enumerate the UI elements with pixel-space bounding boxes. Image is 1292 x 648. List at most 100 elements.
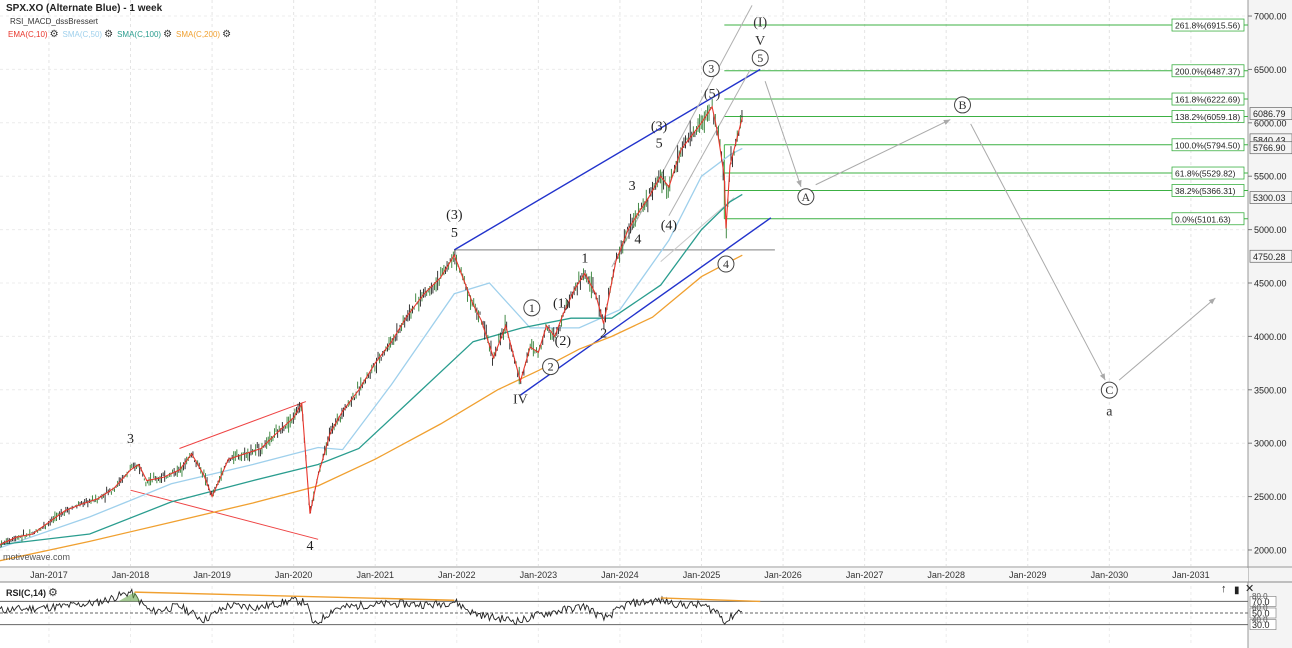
gear-icon[interactable]: ⚙ <box>104 29 114 40</box>
indicator-legend-4: SMA(C,200) <box>176 30 221 39</box>
fib-level-label: 0.0%(5101.63) <box>1175 214 1231 224</box>
ma-line-2 <box>0 147 743 549</box>
time-tick-label: Jan-2023 <box>520 570 558 580</box>
wave-label: (I) <box>753 16 767 31</box>
indicator-legend-1: EMA(C,10) <box>8 30 48 39</box>
fib-level-label: 61.8%(5529.82) <box>1175 169 1236 179</box>
rsi-tick-label: 40.0 <box>1252 615 1268 624</box>
chart-title: SPX.XO (Alternate Blue) - 1 week <box>6 3 163 14</box>
projection-arrow-a-head <box>796 179 802 187</box>
upper-channel-line <box>453 68 761 251</box>
wave-label: (2) <box>555 334 572 349</box>
price-marker-box <box>1249 107 1292 120</box>
gear-icon[interactable]: ⚙ <box>222 29 232 40</box>
wave-label: 1 <box>581 252 588 267</box>
wave-label: 4 <box>634 232 641 247</box>
price-marker-box <box>1249 141 1292 155</box>
time-tick-label: Jan-2026 <box>764 570 802 580</box>
rsi-settings-icon[interactable]: ⚙ <box>48 587 58 599</box>
time-tick-label: Jan-2031 <box>1172 570 1210 580</box>
projection-arrow-up <box>1118 297 1216 381</box>
indicator-legend-3: SMA(C,100) <box>117 30 162 39</box>
move-up-icon[interactable]: ↑ <box>1221 583 1227 595</box>
time-tick-label: Jan-2030 <box>1091 570 1129 580</box>
price-tick-label: 4000.00 <box>1254 332 1287 342</box>
red-triangle-lower <box>130 489 319 540</box>
price-tick-label: 3000.00 <box>1254 439 1287 449</box>
time-axis-panel <box>0 568 1248 582</box>
wave-label-circled: 5 <box>757 51 763 65</box>
time-tick-label: Jan-2028 <box>927 570 965 580</box>
rsi-title: RSI(C,14) <box>6 588 47 598</box>
rsi-level-label: 50.0 <box>1252 609 1270 619</box>
projection-arrow-a <box>764 81 802 188</box>
time-tick-label: Jan-2018 <box>112 570 150 580</box>
price-marker-label: 5766.90 <box>1253 143 1286 153</box>
wave-label: (3) <box>651 119 668 134</box>
wave-label-circled: 1 <box>529 301 535 315</box>
wave-label: a <box>1106 404 1113 419</box>
time-tick-label: Jan-2017 <box>30 570 68 580</box>
price-tick-label: 6000.00 <box>1254 118 1287 128</box>
close-pane-icon[interactable]: ✕ <box>1245 583 1255 595</box>
wave-label: 5 <box>451 226 458 241</box>
wave-label: (1) <box>553 297 570 312</box>
wave-circle <box>702 60 720 78</box>
rsi-level-box <box>1249 596 1277 607</box>
wave-label: 3 <box>629 179 636 194</box>
time-tick-label: Jan-2020 <box>275 570 313 580</box>
fib-label-box <box>1171 18 1245 32</box>
fib-level-label: 161.8%(6222.69) <box>1175 95 1240 105</box>
grey-parallel-line-3 <box>660 197 735 263</box>
price-marker-label: 5840.43 <box>1253 135 1286 145</box>
fib-label-box <box>1171 166 1245 180</box>
price-tick-label: 6500.00 <box>1254 65 1287 75</box>
price-tick-label: 7000.00 <box>1254 12 1287 22</box>
fib-label-box <box>1171 92 1245 106</box>
price-marker-box <box>1249 191 1292 204</box>
wave-label: (5) <box>704 87 721 102</box>
ma-line-3 <box>0 193 743 546</box>
indicator-legend: EMA(C,10) ⚙ SMA(C,50) ⚙ SMA(C,100) ⚙ SMA(C,200… <box>8 29 233 40</box>
watermark: motivewave.com <box>3 552 71 562</box>
price-marker-label: 4750.28 <box>1253 252 1286 262</box>
gear-icon[interactable]: ⚙ <box>49 29 59 40</box>
projection-arrow-up-head <box>1208 297 1216 305</box>
wave-circle <box>954 96 972 114</box>
wave-label-circled: 3 <box>708 62 714 76</box>
rsi-tick-label: 60.0 <box>1252 604 1268 613</box>
price-tick-label: 3500.00 <box>1254 385 1287 395</box>
maximize-pane-icon[interactable]: ▮ <box>1234 585 1240 596</box>
indicator-legend-2: SMA(C,50) <box>62 30 103 39</box>
wave-label: IV <box>513 393 528 408</box>
projection-arrow-b <box>815 119 951 186</box>
fib-level-label: 38.2%(5366.31) <box>1175 186 1236 196</box>
rsi-level-box <box>1249 607 1277 619</box>
rsi-level-box <box>1249 619 1277 630</box>
projection-arrow-b-head <box>943 119 951 125</box>
price-tick-label: 2500.00 <box>1254 492 1287 502</box>
time-tick-label: Jan-2025 <box>683 570 721 580</box>
gear-icon[interactable]: ⚙ <box>163 29 173 40</box>
ema-line <box>0 105 743 546</box>
price-tick-label: 5000.00 <box>1254 225 1287 235</box>
wave-circle <box>797 188 815 206</box>
time-tick-label: Jan-2027 <box>846 570 884 580</box>
wave-label-circled: B <box>959 98 967 112</box>
time-tick-label: Jan-2022 <box>438 570 476 580</box>
wave-label-circled: 2 <box>548 360 554 374</box>
wave-label: 2 <box>600 326 607 341</box>
price-marker-label: 5300.03 <box>1253 193 1286 203</box>
ma-line-4 <box>0 254 743 562</box>
price-tick-label: 5500.00 <box>1254 172 1287 182</box>
fib-level-label: 138.2%(6059.18) <box>1175 112 1240 122</box>
wave-label: V <box>755 34 765 49</box>
wave-circle <box>523 299 541 317</box>
fib-level-label: 100.0%(5794.50) <box>1175 140 1240 150</box>
rsi-level-label: 70.0 <box>1252 597 1270 607</box>
wave-label-circled: 4 <box>723 257 729 271</box>
wave-label-circled: C <box>1105 383 1113 397</box>
chart-subtitle: RSI_MACD_dssBressert <box>10 17 99 26</box>
